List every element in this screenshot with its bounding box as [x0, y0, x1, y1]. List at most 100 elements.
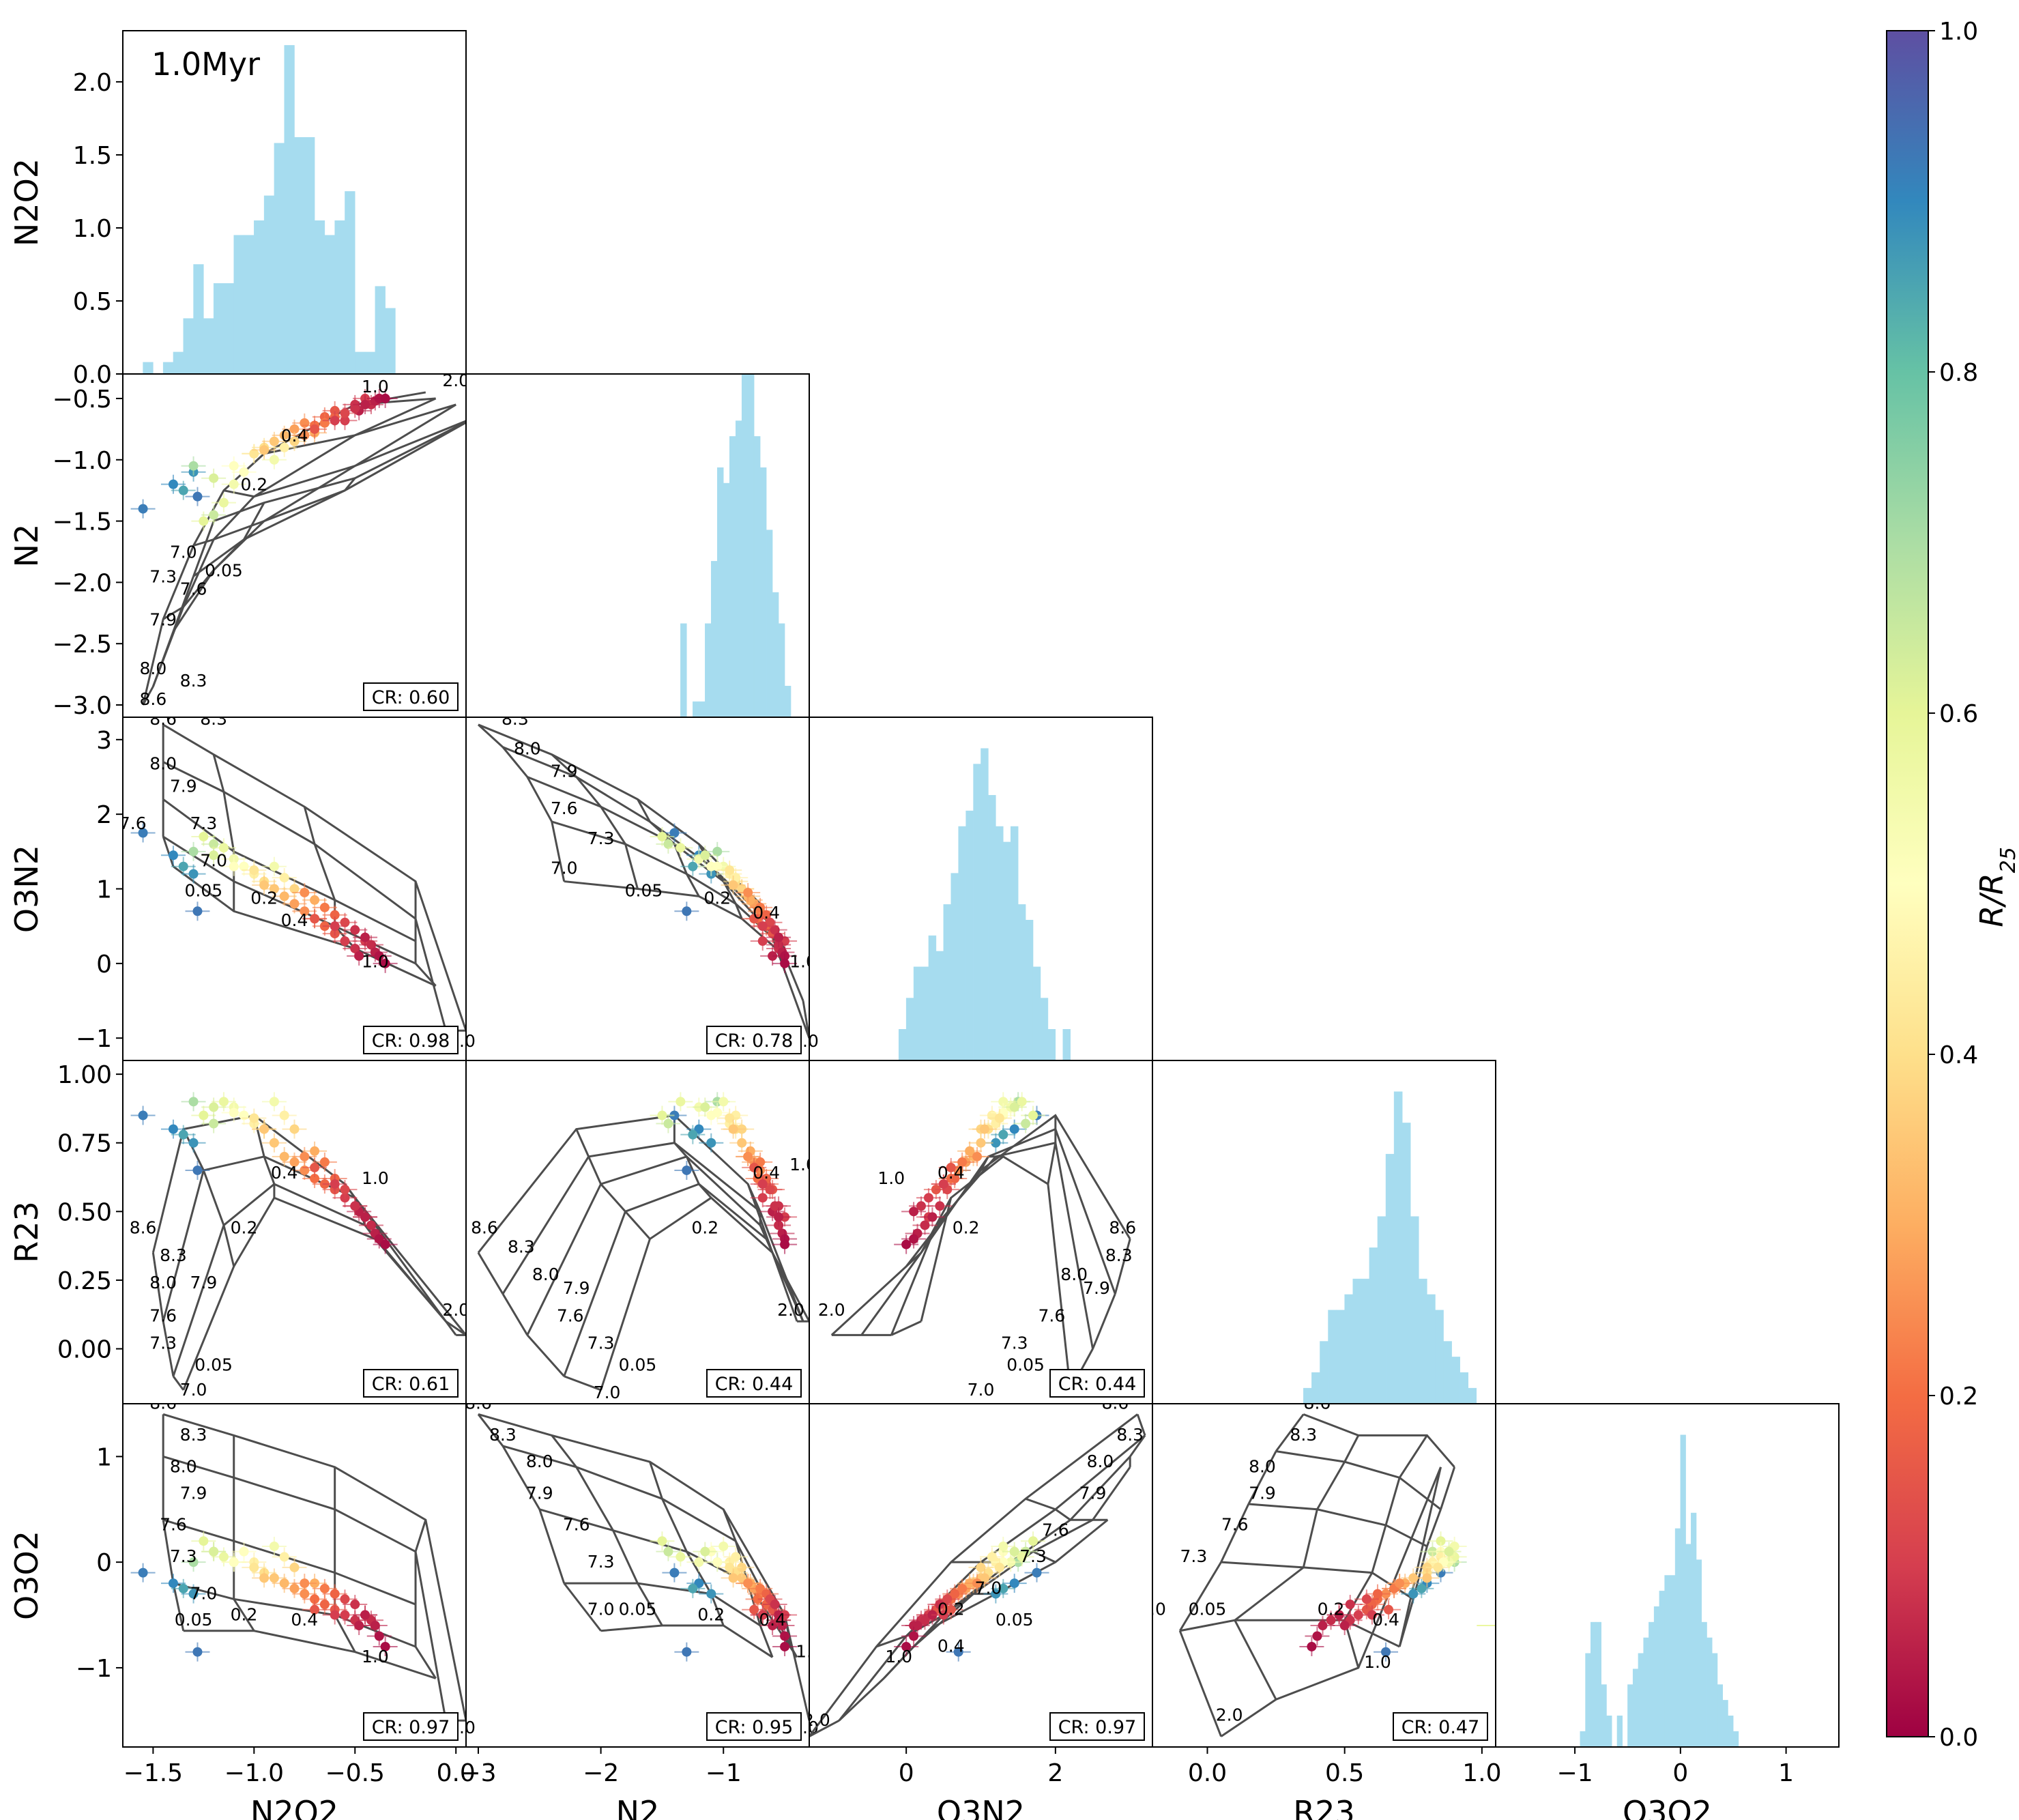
data-point: [279, 442, 289, 452]
grid-label: 0.05: [175, 1610, 213, 1630]
grid-label: 0.05: [625, 880, 663, 900]
grid-label: 0.4: [753, 903, 780, 923]
model-grid-line: [905, 1252, 923, 1267]
hist-bar: [981, 748, 989, 1060]
data-point: [229, 1557, 239, 1568]
data-point: [199, 1110, 209, 1121]
cr-value: CR: 0.98: [372, 1030, 450, 1052]
data-point: [1021, 1118, 1031, 1129]
data-point: [688, 1129, 698, 1140]
y-tick-label: −2.5: [53, 631, 112, 659]
grid-label: 2.0: [777, 1300, 804, 1320]
model-grid-line: [502, 1445, 541, 1510]
model-grid-line: [624, 843, 639, 889]
panel-N2-O3N2: 8.6 8.3 8.0 7.9 7.6 7.3 7.0 0.05 0.2 0.4 1.0 CR: 0.…: [465, 717, 819, 1061]
cr-box: [706, 1712, 802, 1741]
data-point: [289, 436, 300, 446]
grid-label: 0.4: [938, 1163, 965, 1183]
data-point: [259, 1124, 270, 1134]
data-point: [757, 921, 768, 931]
hist-bar: [772, 592, 779, 717]
x-axis-label: O3N2: [937, 1794, 1025, 1820]
data-point: [1028, 1536, 1038, 1546]
model-grid-line: [1371, 1525, 1387, 1574]
hist-bar: [1032, 966, 1041, 1060]
hist-bar: [693, 701, 699, 717]
hist-bar: [1385, 1153, 1395, 1404]
data-point: [682, 1647, 692, 1657]
hist-bar: [741, 374, 749, 717]
x-tick-label: −2: [583, 1759, 619, 1787]
data-point: [350, 1600, 360, 1610]
grid-label: 7.3: [1180, 1546, 1207, 1566]
data-point: [669, 828, 680, 838]
grid-label: 7.6: [180, 579, 207, 598]
cr-box: [363, 682, 459, 711]
hist-bar: [1627, 1684, 1633, 1747]
hist-bar: [1674, 1528, 1681, 1747]
data-point: [138, 1568, 148, 1578]
data-point: [330, 1179, 340, 1189]
data-point: [289, 1583, 300, 1593]
data-point: [700, 1546, 710, 1557]
hist-bar: [1352, 1278, 1362, 1404]
model-grid-line: [1275, 1450, 1442, 1510]
model-grid-line: [1220, 1467, 1442, 1737]
data-point: [909, 1631, 919, 1641]
data-point: [770, 1600, 780, 1610]
panel-R23-O3O2: 8.6 8.3 8.0 7.97.6 7.3 7.0 0.05 0.2 0.4 1.0 2.0 CR:…: [1152, 1403, 1536, 1820]
hist-bar: [996, 826, 1004, 1060]
data-point: [269, 884, 279, 894]
data-point: [694, 1557, 704, 1568]
outlier-point: [1526, 1621, 1536, 1630]
data-point: [770, 1201, 780, 1211]
grid-label: 7.3: [149, 1333, 177, 1353]
data-point: [330, 1589, 340, 1599]
hist-bar: [334, 220, 345, 374]
model-grid-line: [686, 873, 700, 897]
model-grid-line: [354, 403, 456, 437]
grid-label: 0.2: [938, 1600, 965, 1619]
grid-label: 8.6: [471, 1218, 498, 1238]
grid-label-tail: .0: [802, 1031, 819, 1051]
data-point: [743, 887, 753, 897]
grid-label: 0.05: [996, 1610, 1034, 1630]
x-tick-label: −3: [460, 1759, 496, 1787]
grid-label: 7.3: [1001, 1333, 1028, 1353]
data-point: [289, 424, 300, 434]
grid-label: 8.3: [1105, 1245, 1133, 1265]
data-point: [663, 1546, 673, 1557]
hist-bar: [1369, 1247, 1378, 1404]
data-point: [718, 1541, 729, 1551]
hist-bar: [1468, 1387, 1477, 1404]
x-tick-label: 2: [1047, 1759, 1063, 1787]
data-point: [218, 843, 229, 853]
grid-label: 7.3: [587, 1552, 615, 1572]
y-tick-label: 0.25: [57, 1267, 112, 1295]
grid-label: 7.9: [551, 761, 578, 781]
x-tick-label: 1: [1778, 1759, 1794, 1787]
data-point: [1312, 1631, 1322, 1641]
model-grid-line: [173, 865, 437, 987]
grid-label: 7.3: [170, 1546, 197, 1566]
x-tick-label: 0: [899, 1759, 914, 1787]
data-point: [1395, 1578, 1405, 1589]
x-tick-label: −1: [706, 1759, 742, 1787]
model-grid-line: [1384, 1477, 1401, 1526]
model-grid-line: [202, 1170, 225, 1226]
data-point: [178, 1129, 188, 1140]
model-grid-line: [935, 1197, 953, 1226]
data-point: [239, 467, 249, 477]
hist-bar: [973, 764, 981, 1060]
data-point: [761, 910, 772, 920]
model-grid-line: [344, 477, 356, 491]
model-grid-line: [575, 776, 602, 808]
model-grid-line: [253, 465, 355, 498]
hist-bar: [223, 283, 234, 374]
hist-bar: [905, 998, 914, 1060]
model-grid-line: [162, 1520, 175, 1584]
grid-label: 7.9: [149, 609, 177, 629]
hist-bar: [943, 904, 952, 1060]
hist-bar: [1427, 1294, 1436, 1404]
data-point: [199, 831, 209, 841]
